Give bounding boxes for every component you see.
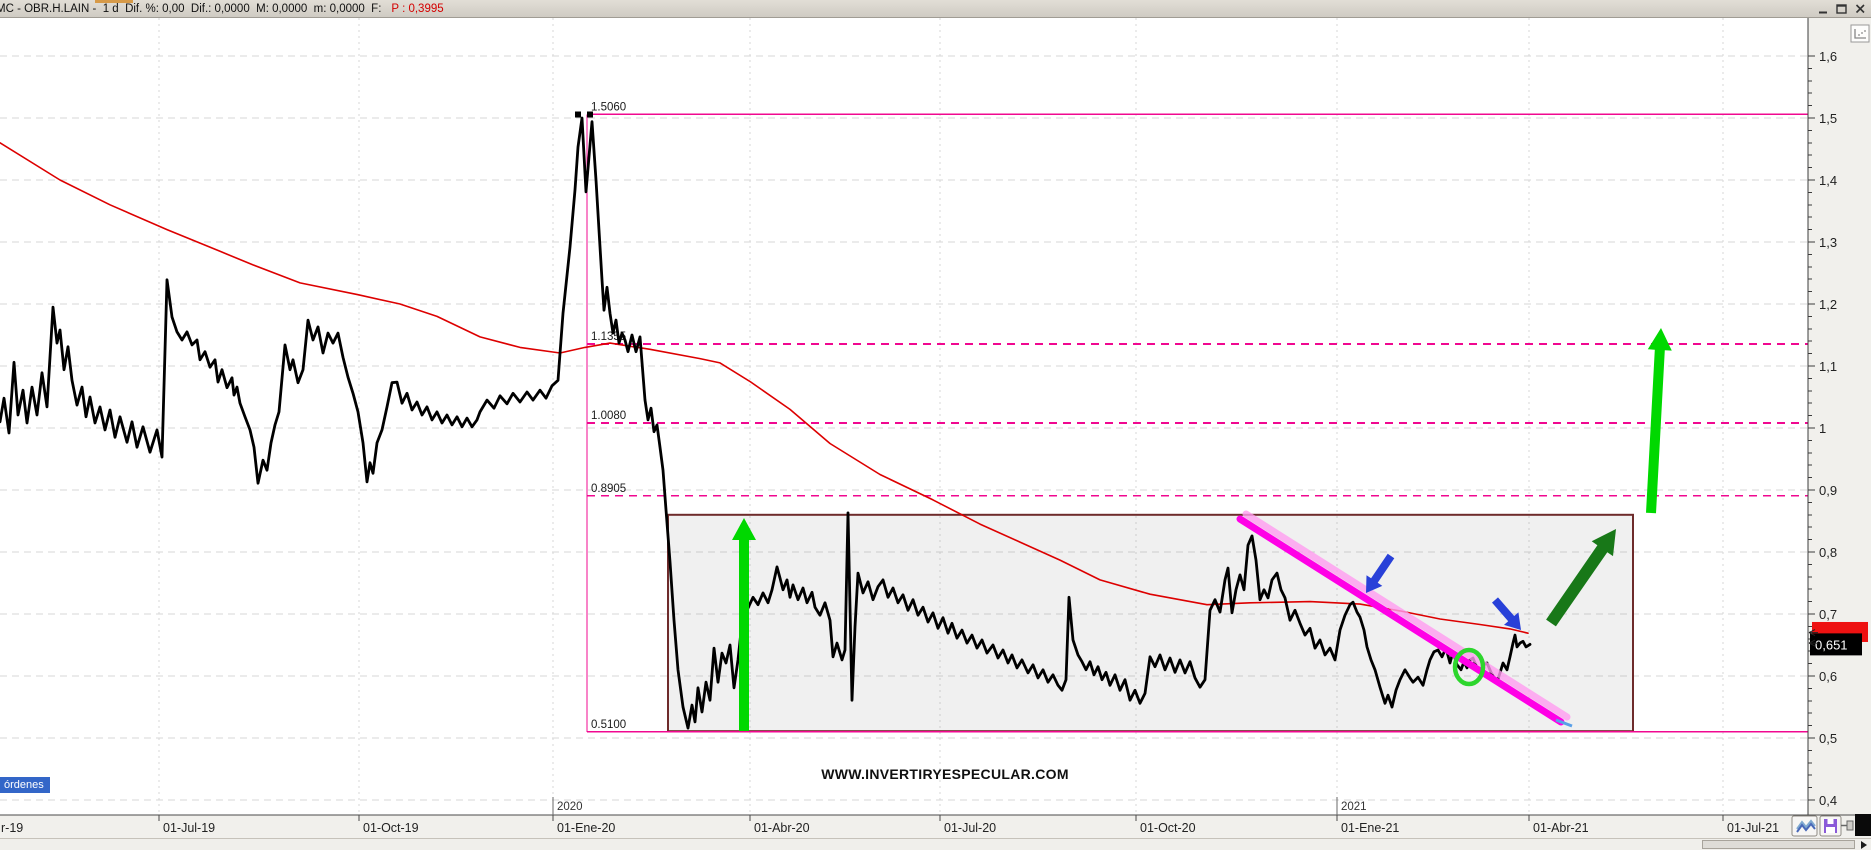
breakout-circle	[1452, 647, 1486, 687]
zigzag-icon	[1796, 819, 1816, 830]
svg-text:01-Jul-21: 01-Jul-21	[1727, 821, 1779, 835]
dark-green-up-arrow	[1546, 529, 1616, 627]
svg-text:01-Oct-19: 01-Oct-19	[363, 821, 419, 835]
pane-properties-icon[interactable]	[1850, 24, 1870, 43]
gridlines	[0, 18, 1808, 815]
svg-text:01-Abr-21: 01-Abr-21	[1533, 821, 1589, 835]
trendline-shadow	[1242, 510, 1571, 721]
svg-text:0,4: 0,4	[1819, 793, 1837, 808]
zigzag-icon	[1796, 822, 1816, 833]
svg-text:1.0080: 1.0080	[591, 410, 626, 422]
moving-average-line	[0, 142, 1529, 635]
window-controls	[1818, 3, 1871, 14]
last-price-badge: 0,651	[1808, 621, 1868, 656]
svg-text:0.5100: 0.5100	[591, 719, 626, 731]
trendline	[1236, 515, 1565, 726]
axis-marker-arrow	[1808, 639, 1818, 647]
annotations	[732, 328, 1672, 731]
svg-text:0.8905: 0.8905	[591, 483, 626, 495]
svg-text:1,1: 1,1	[1819, 359, 1837, 374]
price-axis: 1,6 1,5 1,4 1,3 1,2 1,1 1 0,9 0,8 0,7 0,6 0,5 0,4	[1807, 18, 1871, 838]
svg-text:r-19: r-19	[1, 821, 23, 835]
horizontal-scrollbar[interactable]	[0, 838, 1871, 850]
fib-handle	[575, 111, 581, 118]
scrollbar-thumb[interactable]	[1702, 840, 1855, 849]
series-overlay-button[interactable]	[1791, 815, 1818, 837]
black-swatch-button[interactable]	[1855, 814, 1871, 836]
last-price-indicator: P : 0,3995	[391, 2, 444, 15]
svg-text:1,3: 1,3	[1819, 235, 1837, 250]
svg-text:1.5060: 1.5060	[591, 101, 626, 113]
svg-text:01-Abr-20: 01-Abr-20	[754, 821, 810, 835]
price-line	[0, 116, 1532, 730]
svg-text:0,651: 0,651	[1815, 637, 1848, 652]
time-axis: 01-Jul-19 01-Oct-19 01-Ene-20 2020 01-Abr-20…	[0, 797, 1871, 838]
watermark: WWW.INVERTIRYESPECULAR.COM	[821, 766, 1069, 782]
svg-text:0,7: 0,7	[1819, 607, 1837, 622]
svg-text:1,4: 1,4	[1819, 173, 1837, 188]
scrollbar-right-arrow-icon[interactable]	[1861, 841, 1867, 849]
minimize-button[interactable]	[1818, 4, 1829, 14]
svg-text:0,8: 0,8	[1819, 545, 1837, 560]
svg-text:01-Ene-21: 01-Ene-21	[1341, 821, 1399, 835]
svg-text:01-Ene-20: 01-Ene-20	[557, 821, 615, 835]
green-up-arrow	[1646, 328, 1672, 514]
axis-toolbar	[1791, 814, 1871, 837]
black-badge	[1810, 633, 1862, 656]
svg-text:1,2: 1,2	[1819, 297, 1837, 312]
blue-down-arrow	[1366, 553, 1395, 593]
maximize-button[interactable]	[1836, 3, 1848, 14]
svg-text:01-Jul-20: 01-Jul-20	[944, 821, 996, 835]
title-bar: MC - OBR.H.LAIN - 1 d Dif. %: 0,00 Dif.:…	[0, 0, 1871, 18]
close-button[interactable]	[1855, 3, 1866, 14]
svg-text:2020: 2020	[557, 801, 583, 813]
svg-text:01-Oct-20: 01-Oct-20	[1140, 821, 1196, 835]
trendline-end-mark	[1555, 718, 1573, 728]
pin-button[interactable]	[1841, 820, 1854, 831]
green-up-arrow	[732, 518, 756, 731]
svg-text:01-Jul-19: 01-Jul-19	[163, 821, 215, 835]
svg-text:0,5: 0,5	[1819, 731, 1837, 746]
svg-text:1,6: 1,6	[1819, 49, 1837, 64]
toolbar-fragment	[95, 0, 133, 3]
fib-handle	[587, 111, 593, 118]
price-chart[interactable]: 1.50601.13551.00800.89050.51001,61,51,41…	[0, 18, 1871, 838]
plot-background	[0, 18, 1871, 838]
window-title: MC - OBR.H.LAIN - 1 d Dif. %: 0,00 Dif.:…	[0, 2, 382, 15]
axis-marker-arrow	[1808, 629, 1818, 637]
svg-text:0,9: 0,9	[1819, 483, 1837, 498]
pin-icon	[1846, 820, 1854, 831]
svg-text:2021: 2021	[1341, 801, 1367, 813]
orders-tab[interactable]: órdenes	[0, 777, 50, 793]
svg-text:1: 1	[1819, 421, 1826, 436]
blue-down-arrow	[1492, 597, 1521, 630]
svg-text:1,5: 1,5	[1819, 111, 1837, 126]
svg-text:0,6: 0,6	[1819, 669, 1837, 684]
range-box	[667, 513, 1634, 733]
save-button[interactable]	[1819, 815, 1842, 837]
